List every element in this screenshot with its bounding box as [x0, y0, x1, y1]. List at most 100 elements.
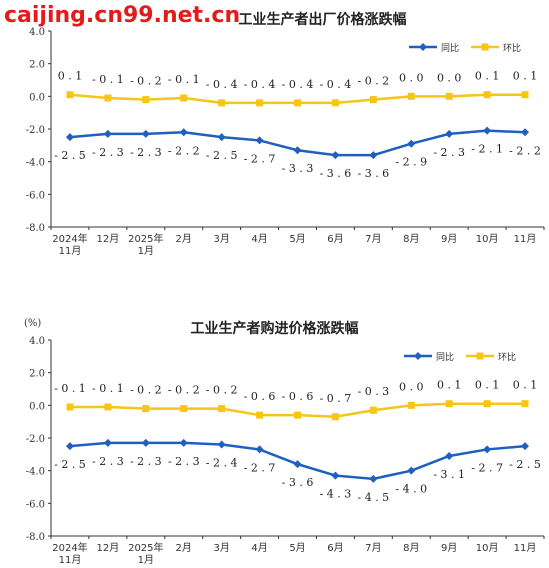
- data-point-yoy: [217, 133, 226, 142]
- data-label-mom: - 0 . 6: [282, 390, 314, 403]
- data-point-mom: [104, 94, 112, 102]
- data-label-mom: - 0 . 4: [206, 78, 238, 91]
- data-point-yoy: [217, 440, 226, 449]
- data-label-yoy: - 3 . 6: [320, 167, 352, 180]
- data-point-yoy: [369, 474, 378, 483]
- data-label-mom: 0 . 1: [513, 379, 538, 392]
- data-label-mom: 0 . 1: [475, 379, 500, 392]
- x-tick-label: 10月: [476, 542, 499, 554]
- x-tick-label: 2025年 1月: [128, 232, 163, 257]
- legend-swatch-marker: [419, 43, 427, 51]
- data-label-yoy: - 2 . 3: [130, 146, 162, 159]
- x-tick-label: 6月: [327, 542, 343, 554]
- data-point-yoy: [103, 129, 112, 138]
- data-label-mom: - 0 . 1: [168, 73, 200, 86]
- y-tick-label: -2.0: [26, 434, 45, 445]
- x-tick-label: 7月: [365, 233, 381, 245]
- data-point-mom: [142, 405, 150, 413]
- data-point-mom: [218, 99, 226, 107]
- data-label-mom: 0 . 0: [399, 380, 424, 393]
- data-point-mom: [369, 96, 377, 104]
- y-tick-label: 0.0: [29, 401, 45, 412]
- legend-swatch-marker: [481, 43, 489, 51]
- y-tick-label: 2.0: [29, 369, 45, 380]
- data-label-mom: 0 . 0: [437, 71, 462, 84]
- y-tick-label: -4.0: [26, 158, 45, 169]
- data-point-yoy: [141, 129, 150, 138]
- data-point-mom: [294, 99, 301, 107]
- data-point-yoy: [521, 128, 530, 137]
- chart-output-price: 4.0 2.0 0.0 -2.0 -4.0 -6.0 -8.0 2024年 11月 12月 2025…: [26, 27, 545, 257]
- x-tick-label: 4月: [251, 233, 267, 245]
- data-label-mom: - 0 . 4: [244, 78, 276, 91]
- y-tick-label: -8.0: [26, 223, 45, 234]
- legend-label: 环比: [498, 351, 516, 363]
- data-point-yoy: [255, 136, 264, 145]
- data-label-yoy: - 2 . 7: [471, 461, 503, 474]
- watermark-text: caijing.cn99.net.cn: [4, 3, 241, 28]
- legend-label: 环比: [503, 42, 521, 54]
- data-label-mom: - 0 . 4: [320, 78, 352, 91]
- data-point-mom: [521, 91, 529, 99]
- data-point-mom: [445, 92, 453, 100]
- data-point-yoy: [331, 471, 340, 480]
- data-label-mom: 0 . 0: [399, 71, 424, 84]
- data-point-mom: [483, 91, 491, 99]
- data-label-yoy: - 2 . 7: [244, 461, 276, 474]
- data-point-yoy: [369, 151, 378, 160]
- data-point-yoy: [179, 438, 188, 447]
- data-point-yoy: [407, 139, 416, 148]
- data-label-yoy: - 3 . 6: [282, 476, 314, 489]
- data-label-yoy: - 2 . 5: [206, 149, 238, 162]
- data-label-yoy: - 2 . 5: [54, 458, 86, 471]
- data-point-yoy: [407, 466, 416, 475]
- y-tick-label: -2.0: [26, 125, 45, 136]
- data-point-yoy: [179, 128, 188, 137]
- x-tick-label: 2024年 11月: [52, 541, 87, 566]
- data-label-yoy: - 2 . 1: [471, 143, 503, 156]
- data-label-mom: - 0 . 2: [206, 384, 238, 397]
- data-label-yoy: - 4 . 3: [320, 488, 352, 501]
- data-label-mom: - 0 . 2: [357, 75, 389, 88]
- data-point-yoy: [483, 445, 492, 454]
- data-label-yoy: - 3 . 1: [433, 468, 465, 481]
- data-label-mom: 0 . 1: [437, 379, 462, 392]
- data-label-yoy: - 2 . 4: [206, 457, 238, 470]
- data-point-mom: [521, 400, 529, 408]
- data-label-mom: 0 . 1: [58, 70, 83, 83]
- data-label-mom: - 0 . 1: [92, 73, 124, 86]
- data-point-yoy: [65, 133, 74, 142]
- data-label-mom: 0 . 1: [513, 70, 538, 83]
- y-tick-label: 2.0: [29, 60, 45, 71]
- data-label-yoy: - 2 . 3: [92, 455, 124, 468]
- data-point-mom: [66, 91, 74, 99]
- x-tick-label: 2月: [176, 233, 192, 245]
- data-label-mom: - 0 . 2: [130, 384, 162, 397]
- data-point-yoy: [331, 151, 340, 160]
- x-tick-label: 7月: [365, 542, 381, 554]
- data-point-yoy: [445, 451, 454, 460]
- x-tick-label: 11月: [514, 233, 537, 245]
- chart-title-output-price: 工业生产者出厂价格涨跌幅: [238, 12, 407, 28]
- x-tick-label: 6月: [327, 233, 343, 245]
- x-tick-label: 5月: [289, 542, 305, 554]
- data-point-mom: [104, 403, 112, 411]
- data-point-yoy: [483, 126, 492, 135]
- x-tick-label: 2025年 1月: [128, 541, 163, 566]
- data-label-yoy: - 4 . 5: [357, 491, 389, 504]
- data-point-mom: [66, 403, 74, 411]
- data-label-yoy: - 2 . 9: [395, 156, 427, 169]
- data-label-yoy: - 4 . 0: [395, 483, 427, 496]
- data-label-yoy: - 2 . 3: [433, 146, 465, 159]
- data-point-yoy: [65, 442, 74, 451]
- data-point-yoy: [521, 442, 530, 451]
- x-tick-label: 2月: [176, 542, 192, 554]
- y-tick-label: -4.0: [26, 467, 45, 478]
- x-tick-label: 12月: [97, 233, 120, 245]
- data-label-yoy: - 2 . 3: [168, 455, 200, 468]
- data-point-mom: [407, 92, 415, 100]
- data-point-mom: [142, 96, 150, 104]
- data-label-yoy: - 3 . 6: [357, 167, 389, 180]
- legend-label: 同比: [436, 351, 454, 363]
- data-point-mom: [369, 406, 377, 414]
